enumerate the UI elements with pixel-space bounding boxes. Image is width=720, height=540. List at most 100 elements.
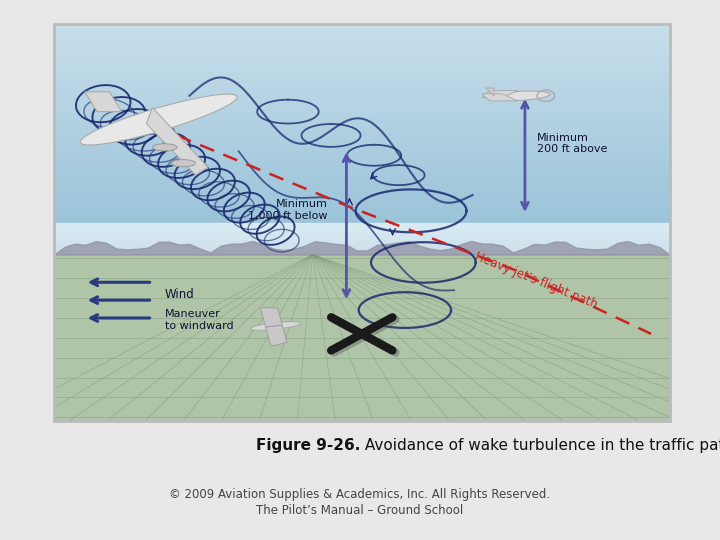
Bar: [54, 206, 670, 208]
Ellipse shape: [171, 160, 196, 167]
Text: Avoidance of wake turbulence in the traffic pattern area.: Avoidance of wake turbulence in the traf…: [360, 438, 720, 453]
Bar: [54, 111, 670, 113]
Ellipse shape: [153, 144, 177, 151]
Bar: [54, 163, 670, 165]
Bar: [54, 148, 670, 151]
Bar: [54, 226, 670, 228]
Bar: [54, 30, 670, 33]
Bar: [54, 246, 670, 249]
Bar: [54, 247, 670, 248]
Bar: [54, 44, 670, 48]
Bar: [54, 231, 670, 232]
Bar: [54, 253, 670, 254]
Bar: [54, 157, 670, 159]
Bar: [54, 125, 670, 128]
Polygon shape: [486, 88, 494, 96]
Bar: [54, 165, 670, 168]
Bar: [54, 62, 670, 65]
Bar: [54, 239, 670, 240]
Ellipse shape: [494, 91, 550, 100]
Bar: [54, 87, 670, 91]
Bar: [54, 91, 670, 93]
Bar: [54, 42, 670, 44]
Bar: [54, 168, 670, 171]
Polygon shape: [146, 107, 208, 175]
Bar: [54, 122, 670, 125]
Bar: [54, 185, 670, 188]
Bar: [54, 24, 670, 27]
Bar: [54, 56, 670, 59]
Ellipse shape: [80, 94, 237, 145]
Text: Maneuver
to windward: Maneuver to windward: [165, 309, 233, 331]
Bar: [54, 202, 670, 206]
Bar: [54, 240, 670, 243]
Bar: [54, 214, 670, 217]
Ellipse shape: [251, 322, 301, 330]
Bar: [54, 224, 670, 226]
Bar: [54, 200, 670, 202]
Bar: [54, 137, 670, 139]
Bar: [54, 68, 670, 70]
Bar: [54, 177, 670, 180]
Bar: [54, 223, 670, 226]
Polygon shape: [54, 254, 670, 421]
Bar: [54, 227, 670, 229]
Text: Figure 9-26.: Figure 9-26.: [256, 438, 360, 453]
Bar: [54, 139, 670, 142]
Polygon shape: [482, 91, 518, 98]
Bar: [54, 73, 670, 76]
Bar: [54, 191, 670, 194]
Bar: [54, 223, 670, 224]
Bar: [54, 243, 670, 246]
Bar: [54, 102, 670, 105]
Bar: [54, 33, 670, 36]
Text: Wind: Wind: [165, 288, 194, 301]
Text: The Pilot’s Manual – Ground School: The Pilot’s Manual – Ground School: [256, 504, 464, 517]
Bar: [54, 242, 670, 244]
Text: Minimum
1,000 ft below: Minimum 1,000 ft below: [248, 199, 328, 221]
Bar: [54, 237, 670, 239]
Bar: [54, 248, 670, 249]
Bar: [54, 108, 670, 111]
Bar: [54, 105, 670, 108]
Bar: [54, 53, 670, 56]
Bar: [54, 159, 670, 163]
Bar: [54, 171, 670, 174]
Bar: [54, 197, 670, 200]
Bar: [54, 194, 670, 197]
Bar: [54, 234, 670, 237]
Polygon shape: [266, 325, 287, 347]
Text: Minimum
200 ft above: Minimum 200 ft above: [537, 133, 608, 154]
Polygon shape: [85, 92, 122, 112]
Bar: [54, 232, 670, 234]
Bar: [54, 50, 670, 53]
Polygon shape: [482, 94, 518, 101]
Bar: [54, 76, 670, 79]
Bar: [54, 119, 670, 122]
Bar: [54, 226, 670, 227]
Bar: [54, 235, 670, 237]
Bar: [54, 251, 670, 253]
Bar: [54, 188, 670, 191]
Bar: [54, 228, 670, 232]
Bar: [54, 39, 670, 42]
Bar: [54, 174, 670, 177]
Bar: [54, 151, 670, 154]
Bar: [54, 113, 670, 117]
Bar: [54, 36, 670, 39]
Bar: [54, 154, 670, 157]
Bar: [54, 249, 670, 251]
Bar: [54, 96, 670, 99]
Bar: [54, 240, 670, 242]
Bar: [54, 211, 670, 214]
Bar: [54, 232, 670, 234]
Bar: [54, 142, 670, 145]
Bar: [54, 128, 670, 131]
Polygon shape: [261, 308, 282, 327]
Text: Heavy jet's flight path: Heavy jet's flight path: [472, 250, 599, 311]
Bar: [54, 237, 670, 240]
Bar: [54, 234, 670, 235]
Bar: [54, 220, 670, 223]
Bar: [54, 145, 670, 148]
Bar: [54, 27, 670, 30]
